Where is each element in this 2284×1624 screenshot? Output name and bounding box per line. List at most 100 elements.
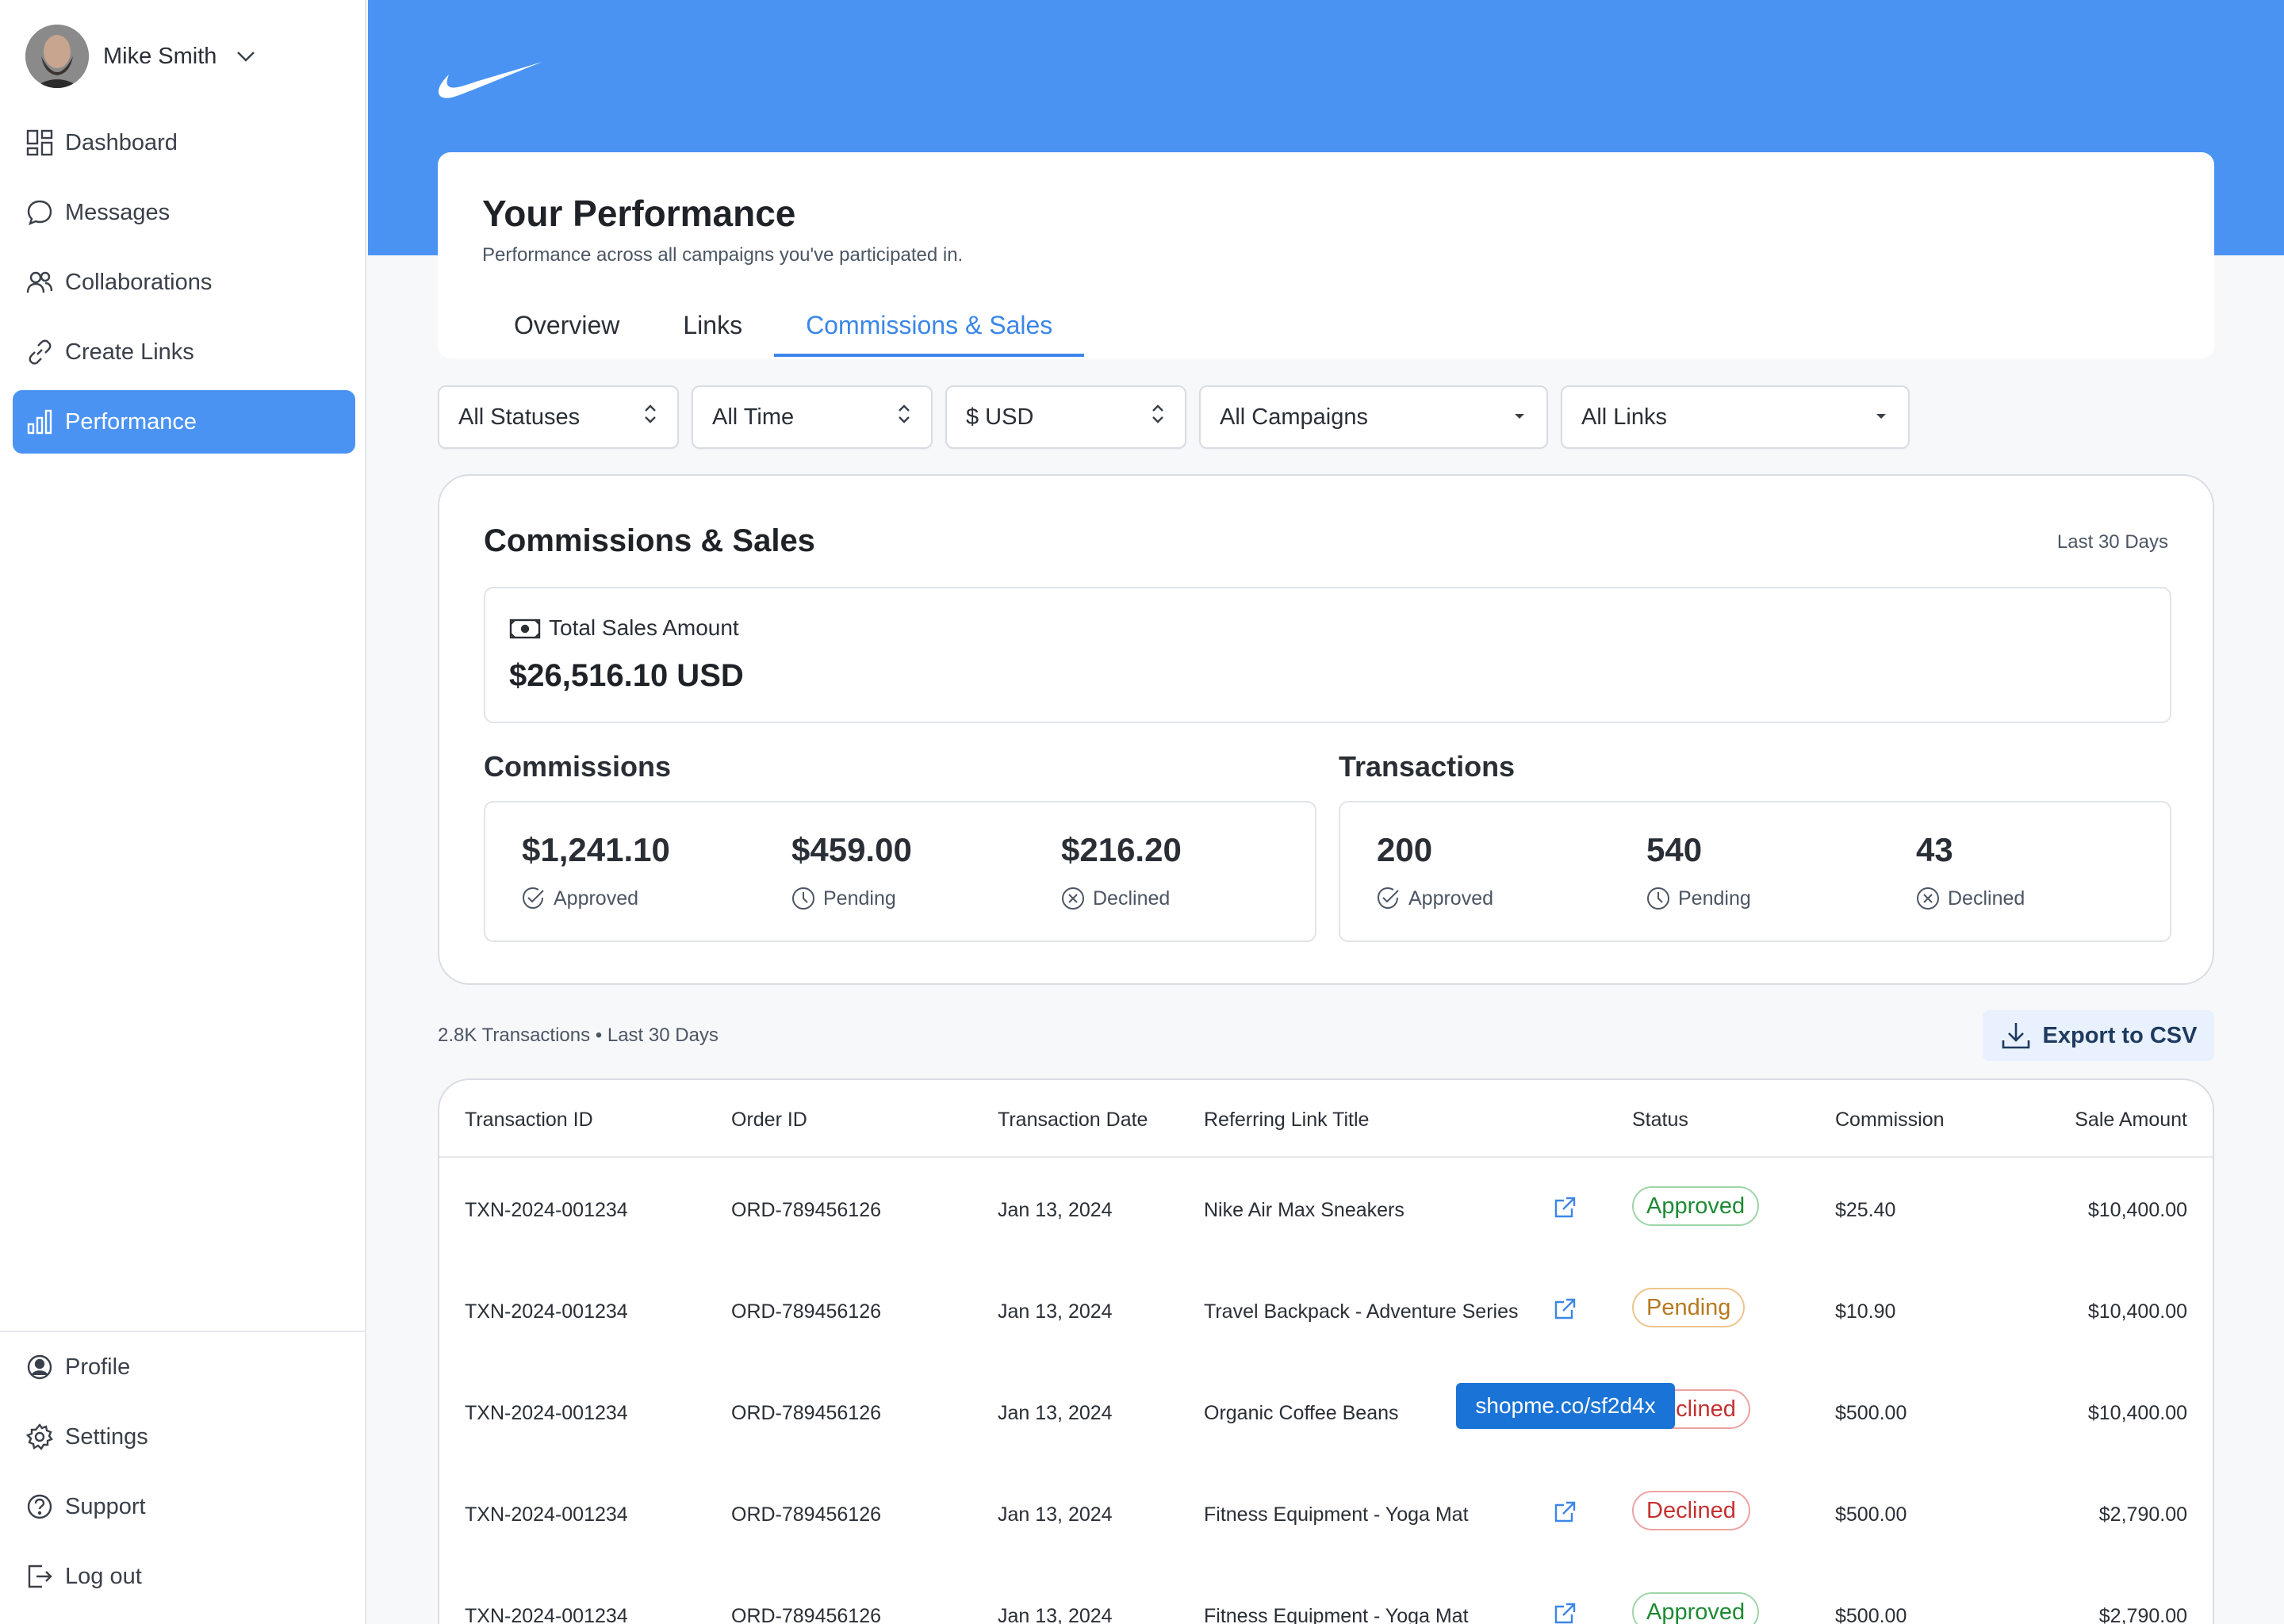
help-icon: [25, 1492, 54, 1521]
column-header[interactable]: Sale Amount: [2075, 1109, 2187, 1131]
tab-links[interactable]: Links: [683, 311, 743, 339]
link-title: Organic Coffee Beans: [1204, 1402, 1399, 1424]
total-sales-value: $26,516.10 USD: [509, 658, 744, 693]
order-id: ORD-789456126: [731, 1199, 882, 1221]
filter-bar: All Statuses All Time $ USD All Campaign…: [438, 385, 1922, 449]
stat-label: Approved: [1377, 887, 1493, 910]
sale-amount: $10,400.00: [2087, 1402, 2187, 1424]
stat-value: 43: [1916, 831, 1953, 868]
nav-item-label: Messages: [65, 199, 171, 225]
status-badge: Pending: [1632, 1288, 1746, 1327]
column-header[interactable]: Referring Link Title: [1204, 1109, 1370, 1131]
sidebar-divider: [0, 1331, 366, 1332]
gear-icon: [25, 1423, 54, 1451]
tab-overview[interactable]: Overview: [514, 311, 620, 339]
nav-item-performance[interactable]: Performance: [13, 390, 355, 454]
transactions-declined: 43 Declined: [1916, 831, 2025, 910]
main-nav: Dashboard Messages Collaborations Create…: [13, 111, 355, 460]
date-range-label: Last 30 Days: [2056, 531, 2168, 553]
section-title: Commissions & Sales: [484, 523, 815, 558]
export-csv-button[interactable]: Export to CSV: [1983, 1010, 2214, 1061]
chevron-down-icon[interactable]: [234, 44, 258, 68]
nav-item-label: Support: [65, 1493, 146, 1519]
stat-label-text: Declined: [1948, 887, 2025, 910]
commissions-box: $1,241.10 Approved $459.00 Pending $216.…: [484, 801, 1316, 942]
total-sales-box: Total Sales Amount $26,516.10 USD: [484, 587, 2171, 723]
transactions-title: Transactions: [1339, 750, 1516, 783]
time-filter-select[interactable]: All Time: [692, 385, 933, 449]
nav-item-logout[interactable]: Log out: [13, 1545, 355, 1608]
campaigns-filter-select[interactable]: All Campaigns: [1199, 385, 1548, 449]
tab-bar: Overview Links Commissions & Sales: [482, 308, 1085, 357]
link-title: Fitness Equipment - Yoga Mat: [1204, 1605, 1469, 1624]
stat-value: $459.00: [791, 831, 912, 868]
column-header[interactable]: Status: [1632, 1109, 1688, 1131]
nav-item-messages[interactable]: Messages: [13, 181, 355, 244]
nav-item-dashboard[interactable]: Dashboard: [13, 111, 355, 174]
sort-arrows-icon: [896, 402, 912, 432]
nav-item-create-links[interactable]: Create Links: [13, 320, 355, 384]
stat-label: Pending: [1646, 887, 1751, 910]
link-title: Nike Air Max Sneakers: [1204, 1199, 1405, 1221]
commission-value: $500.00: [1835, 1503, 1907, 1526]
profile-icon: [25, 1353, 54, 1381]
link-icon: [25, 338, 54, 366]
stat-value: $216.20: [1061, 831, 1182, 868]
user-menu[interactable]: Mike Smith: [25, 24, 258, 89]
transactions-box: 200 Approved 540 Pending 43 Declined: [1339, 801, 2171, 942]
status-badge: Approved: [1632, 1186, 1760, 1226]
links-filter-select[interactable]: All Links: [1561, 385, 1910, 449]
time-filter-value: All Time: [712, 404, 795, 430]
page-title: Your Performance: [482, 193, 796, 234]
performance-header-card: Your Performance Performance across all …: [438, 152, 2214, 358]
sidebar: Mike Smith Dashboard Messages Collaborat…: [0, 0, 366, 1624]
links-filter-value: All Links: [1581, 404, 1667, 430]
order-id: ORD-789456126: [731, 1605, 882, 1624]
commissions-sales-card: Commissions & Sales Last 30 Days Total S…: [438, 474, 2214, 985]
currency-filter-select[interactable]: $ USD: [945, 385, 1186, 449]
status-badge: Declined: [1632, 1491, 1750, 1530]
stat-label-text: Pending: [823, 887, 896, 910]
x-circle-icon: [1061, 887, 1085, 910]
external-link-icon[interactable]: [1553, 1297, 1577, 1321]
caret-down-icon: [1873, 404, 1889, 431]
caret-down-icon: [1512, 404, 1527, 431]
nav-item-support[interactable]: Support: [13, 1475, 355, 1538]
transaction-date: Jan 13, 2024: [998, 1605, 1113, 1624]
order-id: ORD-789456126: [731, 1300, 882, 1323]
table-row[interactable]: TXN-2024-001234 ORD-789456126 Jan 13, 20…: [439, 1462, 2213, 1564]
external-link-icon[interactable]: [1553, 1196, 1577, 1220]
column-header[interactable]: Transaction Date: [998, 1109, 1148, 1131]
commissions-title: Commissions: [484, 750, 672, 783]
avatar: [25, 25, 89, 88]
status-filter-select[interactable]: All Statuses: [438, 385, 679, 449]
table-row[interactable]: TXN-2024-001234 ORD-789456126 Jan 13, 20…: [439, 1259, 2213, 1361]
nav-item-label: Dashboard: [65, 129, 178, 155]
nav-item-settings[interactable]: Settings: [13, 1405, 355, 1469]
tab-commissions-sales[interactable]: Commissions & Sales: [774, 308, 1085, 357]
column-header[interactable]: Commission: [1835, 1109, 1945, 1131]
campaigns-filter-value: All Campaigns: [1220, 404, 1368, 430]
total-sales-label-text: Total Sales Amount: [549, 615, 739, 640]
column-header[interactable]: Transaction ID: [465, 1109, 593, 1131]
sort-arrows-icon: [642, 402, 658, 432]
stat-value: $1,241.10: [522, 831, 670, 868]
clock-icon: [791, 887, 815, 910]
sale-amount: $10,400.00: [2087, 1300, 2187, 1323]
stat-label-text: Pending: [1678, 887, 1751, 910]
column-header[interactable]: Order ID: [731, 1109, 807, 1131]
external-link-icon[interactable]: [1553, 1602, 1577, 1624]
nav-item-collaborations[interactable]: Collaborations: [13, 251, 355, 314]
external-link-icon[interactable]: [1553, 1500, 1577, 1524]
link-url-tooltip: shopme.co/sf2d4x: [1456, 1383, 1675, 1429]
transactions-pending: 540 Pending: [1646, 831, 1751, 910]
nav-item-profile[interactable]: Profile: [13, 1335, 355, 1399]
table-row[interactable]: TXN-2024-001234 ORD-789456126 Jan 13, 20…: [439, 1564, 2213, 1624]
table-row[interactable]: TXN-2024-001234 ORD-789456126 Jan 13, 20…: [439, 1158, 2213, 1259]
nav-item-label: Create Links: [65, 339, 194, 365]
table-row[interactable]: TXN-2024-001234 ORD-789456126 Jan 13, 20…: [439, 1361, 2213, 1462]
transaction-id: TXN-2024-001234: [465, 1605, 628, 1624]
stat-label-text: Approved: [554, 887, 639, 910]
brand-logo: [438, 59, 542, 104]
secondary-nav: Profile Settings Support Log out: [13, 1335, 355, 1614]
